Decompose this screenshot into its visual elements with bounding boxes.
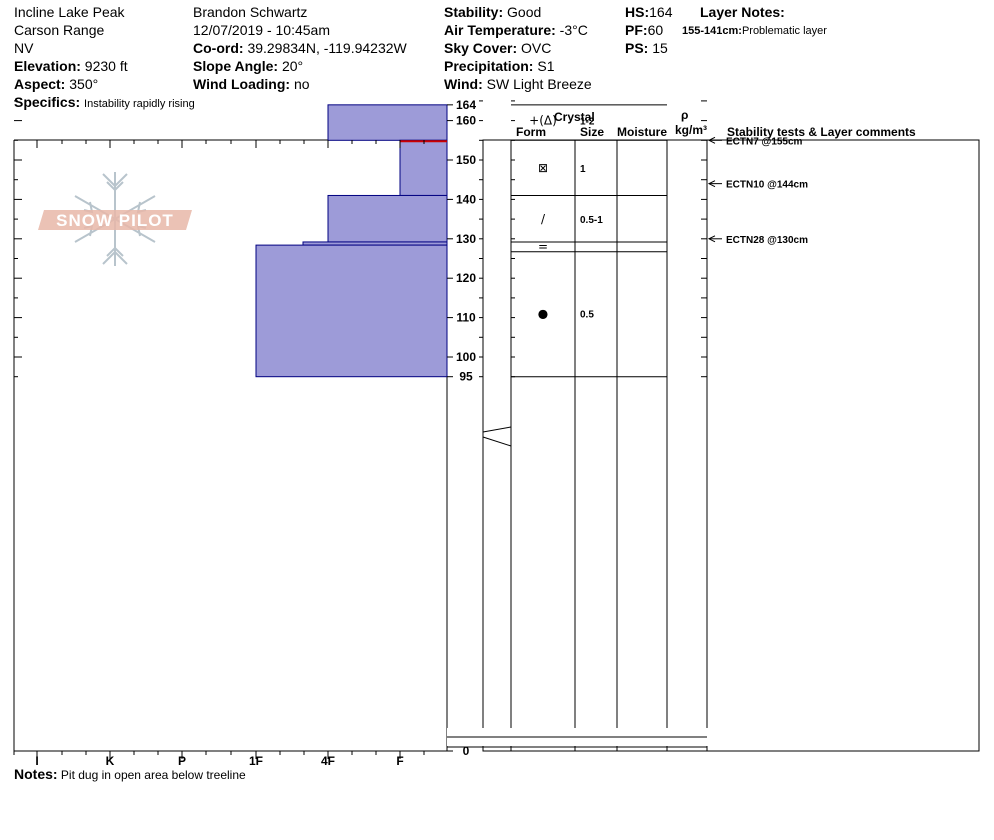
test-arrow-head [707,235,716,243]
crystal-grid [447,104,980,752]
hardness-label-F: F [396,754,403,768]
wind-row: Wind: SW Light Breeze [444,76,592,92]
ps-row: PS: 15 [625,40,668,56]
location-name: Incline Lake Peak [14,4,125,20]
hardness-layer-2 [399,139,448,196]
form-header: Form [516,125,546,139]
stability-test-2: ECTN10 @144cm [726,180,808,191]
depth-label-150: 150 [456,153,476,167]
boundary-connector [482,436,512,447]
hardness-label-K: K [106,754,115,768]
axis-ticks: I K P 1F 4F F 164 160 150 140 130 120 110 100 95 0 [13,98,707,768]
slope-row: Slope Angle: 20° [193,58,304,74]
layer-notes-label: Layer Notes: [700,4,785,20]
precip-row: Precipitation: S1 [444,58,555,74]
elevation-row: Elevation: 9230 ft [14,58,128,74]
stability-tests: ECTN7 @155cm ECTN10 @144cm ECTN28 @130cm [707,136,808,246]
depth-label-140: 140 [456,192,476,206]
hardness-label-I: I [35,754,38,768]
hardness-layer-1 [327,104,448,141]
hardness-label-1F: 1F [249,754,263,768]
crystal-size-2: 1 [580,164,586,175]
hardness-layer-5 [255,244,448,378]
depth-label-110: 110 [456,311,476,325]
grid-outer-frame [482,139,980,752]
crystal-form-2: ⊠ [538,161,548,175]
depth-label-95: 95 [459,370,473,384]
hardness-label-4F: 4F [321,754,335,768]
observer-name: Brandon Schwartz [193,4,308,20]
depth-label-100: 100 [456,350,476,364]
test-arrow-head [707,180,716,188]
crystal-size-5: 0.5 [580,310,594,321]
stability-row: Stability: Good [444,4,542,20]
specifics-row: Specifics: Instability rapidly rising [14,94,195,110]
air-temp-row: Air Temperature: -3°C [444,22,588,38]
moisture-header: Moisture [617,125,668,139]
logo-text: SNOW PILOT [56,211,174,230]
density-unit-header: kg/m³ [675,123,708,137]
crystal-form-5: ● [538,307,548,321]
rho-header: ρ [681,108,689,122]
notes-row: Notes: Pit dug in open area below treeli… [14,766,246,782]
stability-test-1: ECTN7 @155cm [726,136,803,147]
hardness-label-P: P [178,754,186,768]
crystal-form-4: = [538,240,548,254]
depth-label-164: 164 [456,98,476,112]
pf-row: PF:60 [625,22,664,38]
size-header: Size [580,125,605,139]
aspect-row: Aspect: 350° [14,76,99,92]
sky-cover-row: Sky Cover: OVC [444,40,552,56]
crystal-header: Crystal [554,110,595,124]
coord-row: Co-ord: 39.29834N, -119.94232W [193,40,407,56]
hardness-layer-3 [327,194,448,243]
wind-loading-row: Wind Loading: no [193,76,310,92]
depth-label-120: 120 [456,271,476,285]
range-name: Carson Range [14,22,105,38]
snowpilot-logo: SNOW PILOT [38,172,192,266]
crystal-form-3: / [541,212,546,226]
test-arrow-head [707,136,716,144]
hs-row: HS:164 [625,4,673,20]
hardness-layers [255,104,448,378]
observation-datetime: 12/07/2019 - 10:45am [193,22,330,38]
depth-label-0: 0 [463,744,470,758]
crystal-size-3: 0.5-1 [580,215,603,226]
crystal-size-1: 1-2 [580,117,595,128]
crystal-forms: +(Δ) 1-2 ⊠ 1 / 0.5-1 = ● 0.5 [529,114,603,321]
state-name: NV [14,40,34,56]
depth-label-130: 130 [456,232,476,246]
crystal-form-1: +(Δ) [529,114,557,128]
boundary-connector [482,426,512,433]
stability-tests-header: Stability tests & Layer comments [727,125,916,139]
layer-note: 155-141cm:Problematic layer [682,25,827,37]
depth-label-160: 160 [456,114,476,128]
stability-test-3: ECTN28 @130cm [726,235,808,246]
